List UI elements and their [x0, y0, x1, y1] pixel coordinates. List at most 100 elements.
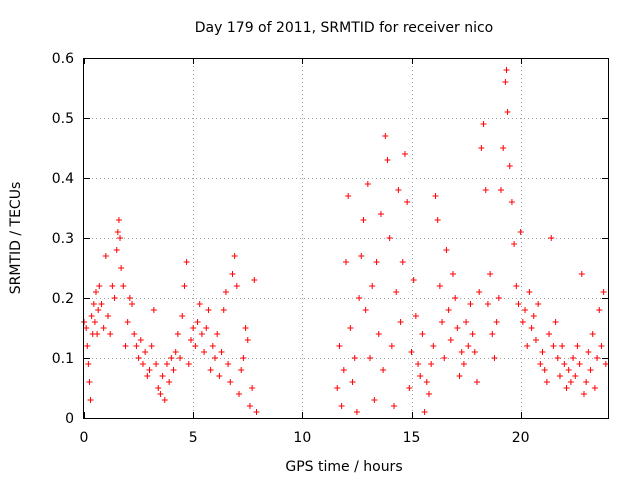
data-point [249, 385, 256, 391]
data-point [90, 301, 97, 307]
data-point [364, 181, 371, 187]
data-point [334, 385, 341, 391]
data-point [225, 361, 232, 367]
data-point [528, 325, 535, 331]
data-point [131, 331, 138, 337]
data-point [220, 307, 227, 313]
data-point [146, 367, 153, 373]
data-point [591, 385, 598, 391]
data-point [185, 361, 192, 367]
data-point [480, 121, 487, 127]
data-point [133, 343, 140, 349]
data-point [377, 211, 384, 217]
data-point [559, 343, 566, 349]
data-point [386, 235, 393, 241]
data-point [550, 343, 557, 349]
data-point [349, 379, 356, 385]
data-point [543, 379, 550, 385]
data-point [395, 187, 402, 193]
data-point [493, 319, 500, 325]
data-point [159, 373, 166, 379]
data-point [118, 265, 125, 271]
data-point [371, 397, 378, 403]
data-point [227, 379, 234, 385]
data-point [471, 349, 478, 355]
data-point [190, 325, 197, 331]
data-point [397, 319, 404, 325]
y-tick-label: 0.3 [52, 231, 74, 247]
data-point [465, 343, 472, 349]
data-point [205, 307, 212, 313]
data-point [240, 355, 247, 361]
data-point [105, 313, 112, 319]
data-point [456, 373, 463, 379]
data-point [482, 187, 489, 193]
data-point [216, 373, 223, 379]
data-point [487, 271, 494, 277]
data-point [532, 337, 539, 343]
data-point [484, 301, 491, 307]
data-point [474, 379, 480, 385]
data-point [563, 385, 570, 391]
data-point [84, 343, 91, 349]
x-tick-label: 0 [80, 430, 89, 446]
data-point [343, 259, 349, 265]
data-point [214, 331, 221, 337]
data-point [570, 355, 577, 361]
data-point [498, 187, 505, 193]
x-tick-label: 5 [189, 430, 198, 446]
data-point [139, 361, 146, 367]
data-point [478, 145, 485, 151]
data-point [144, 373, 151, 379]
data-point [196, 301, 203, 307]
data-point [201, 349, 208, 355]
data-point [88, 313, 95, 319]
data-point [380, 367, 387, 373]
data-point [535, 301, 542, 307]
data-point [576, 361, 583, 367]
data-point [85, 361, 92, 367]
data-point [467, 301, 474, 307]
data-point [174, 331, 181, 337]
data-point [404, 199, 411, 205]
data-point [233, 283, 240, 289]
data-point [155, 385, 162, 391]
data-point [153, 361, 160, 367]
data-point [91, 319, 98, 325]
data-point [567, 379, 574, 385]
data-point [589, 331, 596, 337]
data-point [417, 373, 424, 379]
data-point [198, 331, 205, 337]
data-point [526, 289, 533, 295]
data-point [347, 325, 354, 331]
data-point [463, 319, 470, 325]
data-point [415, 361, 422, 367]
data-point [157, 391, 164, 397]
data-point [460, 361, 467, 367]
data-point [150, 307, 157, 313]
data-point [177, 355, 184, 361]
y-tick-label: 0.5 [52, 111, 74, 127]
data-point [86, 379, 93, 385]
data-point [546, 331, 553, 337]
data-point [340, 367, 347, 373]
data-point [552, 319, 559, 325]
data-point [126, 295, 133, 301]
data-point [445, 307, 452, 313]
data-point [369, 283, 376, 289]
data-point [419, 331, 426, 337]
data-point [469, 331, 476, 337]
data-point [476, 289, 483, 295]
data-point [511, 241, 518, 247]
data-point [142, 349, 149, 355]
data-point [163, 361, 170, 367]
data-point [351, 355, 358, 361]
data-point [168, 355, 175, 361]
data-point [161, 397, 168, 403]
data-point [412, 313, 419, 319]
x-tick-label: 10 [293, 430, 311, 446]
y-tick-label: 0.1 [52, 351, 74, 367]
data-point [94, 331, 101, 337]
data-point [539, 349, 546, 355]
data-point [519, 319, 526, 325]
